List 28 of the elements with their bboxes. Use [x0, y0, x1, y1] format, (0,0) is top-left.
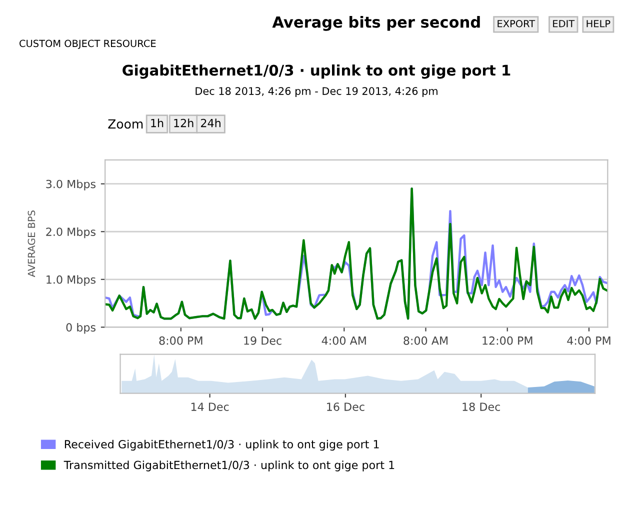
text: Zoom — [108, 119, 143, 129]
y-tick-label: 2.0 Mbps — [46, 227, 96, 238]
line-series — [105, 188, 608, 320]
y-tick-label: 1.0 Mbps — [46, 275, 96, 286]
x-tick-label: 8:00 AM — [404, 336, 448, 345]
x-tick-label: 16 Dec — [327, 402, 364, 411]
chart-title: GigabitEthernet1/0/3 · uplink to ont gige port 1 — [122, 64, 510, 79]
y-tick-label: 0 bps — [66, 322, 96, 334]
text: 1h — [151, 118, 164, 128]
legend-label: Transmitted GigabitEthernet1/0/3 · uplink to ont gige port 1 — [64, 460, 394, 472]
x-tick-label: 8:00 PM — [159, 336, 202, 345]
x-tick-label: 12:00 PM — [482, 336, 532, 345]
x-tick-label: 14 Dec — [191, 402, 229, 411]
text: EDIT — [553, 20, 575, 28]
legend-label: Received GigabitEthernet1/0/3 · uplink to ont gige port 1 — [64, 440, 379, 451]
text: CUSTOM OBJECT RESOURCE — [20, 40, 156, 49]
text: EXPORT — [498, 20, 536, 28]
x-tick-label: 4:00 AM — [322, 336, 366, 345]
text: Average bits per second — [272, 16, 480, 31]
x-tick-label: 19 Dec — [244, 336, 282, 345]
text: HELP — [586, 20, 610, 28]
chart-subtitle: Dec 18 2013, 4:26 pm - Dec 19 2013, 4:26 pm — [196, 87, 438, 97]
x-tick-label: 18 Dec — [462, 402, 500, 411]
y-axis-title: AVERAGE BPS — [28, 210, 36, 278]
x-tick-label: 4:00 PM — [567, 336, 610, 345]
text: 24h — [201, 118, 220, 128]
y-tick-label: 3.0 Mbps — [46, 180, 96, 190]
text: 12h — [174, 118, 194, 128]
